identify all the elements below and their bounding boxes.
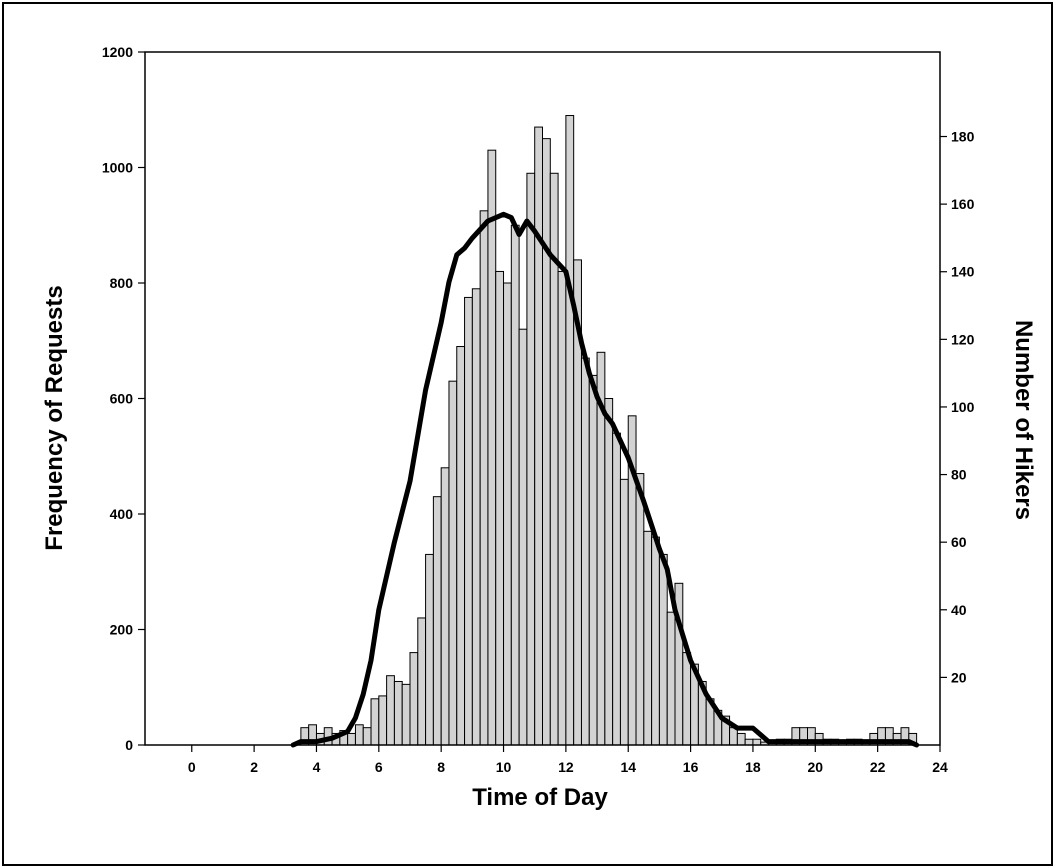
histogram-bar: [542, 138, 551, 746]
histogram-bar: [487, 149, 497, 746]
histogram-bar: [658, 553, 668, 746]
y-tick-label: 1000: [102, 160, 133, 176]
histogram-bar: [682, 652, 692, 746]
histogram-bar: [393, 680, 403, 746]
histogram-bar: [456, 346, 466, 746]
histogram-bar: [370, 698, 380, 746]
histogram-bar: [401, 683, 411, 746]
x-tick-label: 2: [250, 759, 258, 775]
y2-tick-label: 160: [951, 196, 975, 212]
histogram-bar: [580, 357, 590, 746]
y-right-axis-ticks: 20 40 60 80 100 120 140 160 180: [940, 129, 975, 685]
histogram-bar: [409, 652, 419, 746]
histogram-bar: [425, 553, 434, 746]
histogram-bars: [300, 115, 918, 746]
x-axis-ticks: 0 2 4 6 8 10 12 14 16 18 20 22 24: [188, 745, 948, 775]
histogram-bar: [736, 732, 746, 746]
histogram-bar: [604, 398, 614, 746]
x-tick-label: 4: [313, 759, 321, 775]
histogram-bar: [510, 224, 520, 746]
histogram-bar: [744, 738, 754, 746]
x-tick-label: 18: [745, 759, 761, 775]
x-tick-label: 12: [558, 759, 574, 775]
histogram-bar: [471, 288, 481, 746]
histogram-bar: [464, 296, 473, 746]
hikers-line: [290, 211, 920, 748]
histogram-bar: [386, 675, 395, 746]
histogram-bar: [612, 432, 621, 746]
x-tick-label: 20: [808, 759, 824, 775]
histogram-bar: [432, 496, 442, 746]
hikers-curve-layer: [290, 211, 920, 748]
histogram-bar: [619, 478, 629, 746]
histogram-bar: [354, 724, 364, 746]
histogram-bar: [588, 374, 598, 746]
histogram-bar: [518, 328, 528, 746]
y2-tick-label: 20: [951, 669, 967, 685]
histogram-bar: [666, 611, 676, 746]
x-tick-label: 0: [188, 759, 196, 775]
y2-tick-label: 40: [951, 602, 967, 618]
histogram-bar: [752, 738, 762, 746]
x-tick-label: 8: [437, 759, 445, 775]
histogram-bar: [635, 473, 645, 746]
histogram-bar: [503, 282, 512, 746]
histogram-bar: [378, 695, 388, 746]
histogram-bar: [534, 126, 543, 746]
histogram-bar: [448, 380, 458, 746]
y-left-axis-title: Frequency of Requests: [41, 285, 68, 550]
x-tick-label: 24: [932, 759, 948, 775]
y2-tick-label: 120: [951, 331, 975, 347]
histogram-bar: [557, 270, 567, 746]
histogram-bar: [526, 172, 536, 746]
x-tick-label: 6: [375, 759, 383, 775]
y2-tick-label: 100: [951, 399, 975, 415]
histogram-bar: [643, 530, 653, 746]
y-tick-label: 200: [110, 622, 134, 638]
histogram-bar: [440, 467, 450, 746]
x-axis-title: Time of Day: [472, 784, 608, 811]
histogram-bar: [495, 270, 505, 746]
y-tick-label: 400: [110, 506, 134, 522]
histogram-bar: [565, 115, 575, 746]
histogram-bar: [651, 536, 660, 746]
y-right-axis-title: Number of Hikers: [1010, 320, 1037, 520]
histogram-bar: [417, 617, 427, 746]
x-tick-label: 16: [683, 759, 699, 775]
y-tick-label: 600: [110, 391, 134, 407]
y2-tick-label: 80: [951, 467, 967, 483]
x-tick-label: 14: [620, 759, 636, 775]
y2-tick-label: 180: [951, 129, 975, 145]
y-left-axis-ticks: 0 200 400 600 800 1000 1200: [102, 44, 145, 753]
y-tick-label: 1200: [102, 44, 133, 60]
y2-tick-label: 60: [951, 534, 967, 550]
histogram-bar: [479, 210, 489, 746]
histogram-bar: [347, 732, 356, 746]
y2-tick-label: 140: [951, 264, 975, 280]
histogram-bar: [362, 727, 372, 746]
y-tick-label: 0: [125, 737, 133, 753]
x-tick-label: 22: [870, 759, 886, 775]
y-tick-label: 800: [110, 275, 134, 291]
x-tick-label: 10: [496, 759, 512, 775]
